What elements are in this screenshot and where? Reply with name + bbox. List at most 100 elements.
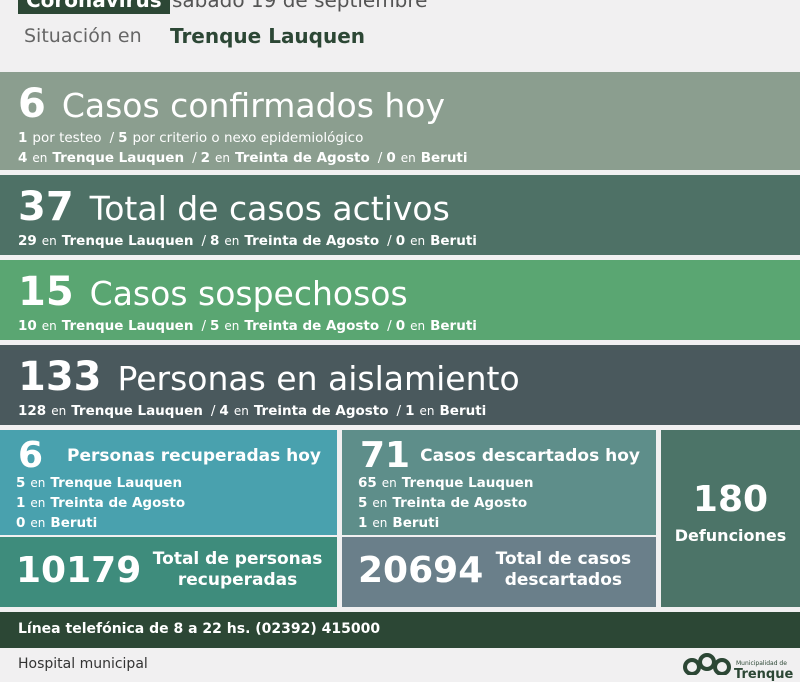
- detail-line: 128 en Trenque Lauquen/4 en Treinta de Agost…: [18, 401, 486, 421]
- phone-text: Línea telefónica de 8 a 22 hs. (02392) 4…: [18, 621, 381, 637]
- connector: en: [372, 496, 388, 510]
- connector: en: [30, 516, 46, 530]
- count: 0: [395, 318, 406, 334]
- place: Trenque Lauquen: [401, 475, 534, 491]
- connector: en: [41, 234, 57, 248]
- count: 5: [358, 495, 368, 511]
- phone-bar: Línea telefónica de 8 a 22 hs. (02392) 4…: [0, 612, 800, 648]
- connector: en: [224, 234, 240, 248]
- count: 8: [210, 233, 220, 249]
- place: Beruti: [439, 403, 487, 419]
- count: 10: [18, 318, 37, 334]
- total-card: 10179 Total de personas recuperadas: [0, 537, 337, 607]
- count: 4: [18, 150, 28, 166]
- stat-title: Total de casos activos: [89, 189, 450, 228]
- detail-line: 10 en Trenque Lauquen/5 en Treinta de Agosto…: [18, 316, 477, 336]
- count: 2: [200, 150, 211, 166]
- connector: en: [51, 404, 67, 418]
- today-title: Personas recuperadas hoy: [67, 446, 321, 466]
- place: Treinta de Agosto: [392, 495, 528, 511]
- separator: /: [387, 233, 392, 249]
- today-card: 6 Personas recuperadas hoy 5 en Trenque Lauq…: [0, 430, 337, 535]
- place: Treinta de Agosto: [235, 150, 370, 166]
- separator: /: [396, 403, 402, 419]
- place: Trenque Lauquen: [61, 318, 194, 334]
- place: Trenque Lauquen: [52, 150, 185, 166]
- place: Trenque Lauquen: [61, 233, 194, 249]
- deaths-label: Defunciones: [674, 526, 787, 545]
- count: 5: [16, 475, 26, 491]
- separator: /: [201, 233, 207, 249]
- count: 5: [118, 130, 128, 146]
- connector: en: [372, 516, 388, 530]
- separator: /: [210, 403, 216, 419]
- connector: en: [419, 404, 435, 418]
- logo-ring: [683, 658, 701, 675]
- situation-place: Trenque Lauquen: [170, 24, 366, 48]
- detail-line: 65 en Trenque Lauquen: [358, 473, 533, 493]
- today-number: 6: [18, 435, 44, 476]
- situation-label: Situación en: [24, 25, 142, 47]
- total-card: 20694 Total de casos descartados: [342, 537, 656, 607]
- place: Beruti: [430, 318, 477, 334]
- place: Treinta de Agosto: [50, 495, 186, 511]
- stat-heading: 6 Casos confirmados hoy: [18, 84, 445, 124]
- connector: en: [410, 234, 426, 248]
- place: Treinta de Agosto: [244, 318, 380, 334]
- count: 0: [386, 150, 396, 166]
- connector: en: [410, 319, 426, 333]
- detail-line: 1 en Treinta de Agosto: [16, 493, 185, 513]
- count: 1: [18, 130, 28, 146]
- stat-number: 133: [18, 354, 102, 400]
- count: 128: [18, 403, 47, 419]
- place: Beruti: [420, 150, 468, 166]
- detail-line: 1 en Beruti: [358, 513, 439, 533]
- place: Beruti: [392, 515, 440, 531]
- stat-row: 6 Casos confirmados hoy 1 por testeo/5 por c…: [0, 72, 800, 170]
- stat-number: 6: [18, 81, 46, 127]
- stat-title: Casos sospechosos: [89, 274, 408, 313]
- stat-title: Casos confirmados hoy: [61, 86, 446, 125]
- total-number: 20694: [358, 550, 484, 591]
- today-card: 71 Casos descartados hoy 65 en Trenque Lauqu…: [342, 430, 656, 535]
- connector: en: [224, 319, 240, 333]
- header-date: sábado 19 de septiembre: [172, 0, 428, 12]
- stat-heading: 133 Personas en aislamiento: [18, 357, 520, 397]
- detail-line: 5 en Treinta de Agosto: [358, 493, 527, 513]
- connector: en: [233, 404, 249, 418]
- detail-line: 4 en Trenque Lauquen/2 en Treinta de Agosto /…: [18, 148, 468, 168]
- separator: /: [192, 150, 197, 166]
- count: 29: [18, 233, 37, 249]
- header-tag: Coronavirus: [18, 0, 170, 14]
- hospital-label: Hospital municipal: [18, 656, 148, 672]
- count: 1: [16, 495, 26, 511]
- place: Trenque Lauquen: [71, 403, 203, 419]
- place: Beruti: [50, 515, 98, 531]
- deaths-card: 180 Defunciones: [661, 430, 800, 607]
- stat-title: Personas en aislamiento: [117, 359, 520, 398]
- count: 4: [219, 403, 229, 419]
- stat-row: 133 Personas en aislamiento 128 en Trenque L…: [0, 345, 800, 425]
- stat-heading: 37 Total de casos activos: [18, 187, 450, 227]
- stat-heading: 15 Casos sospechosos: [18, 272, 408, 312]
- stat-row: 37 Total de casos activos 29 en Trenque Lauq…: [0, 175, 800, 255]
- detail-line: 0 en Beruti: [16, 513, 97, 533]
- place: Trenque Lauquen: [50, 475, 183, 491]
- connector: en: [381, 476, 397, 490]
- stat-row: 15 Casos sospechosos 10 en Trenque Lauquen/5…: [0, 260, 800, 340]
- logo-ring: [698, 653, 716, 671]
- connector: en: [215, 151, 231, 165]
- separator: /: [201, 318, 207, 334]
- deaths-number: 180: [692, 479, 769, 520]
- separator: /: [377, 150, 383, 166]
- count: 65: [358, 475, 377, 491]
- count: 1: [358, 515, 368, 531]
- separator: /: [387, 318, 392, 334]
- detail-line: 5 en Trenque Lauquen: [16, 473, 182, 493]
- detail-line: 29 en Trenque Lauquen/8 en Treinta de Agosto…: [18, 231, 477, 251]
- place: Beruti: [430, 233, 477, 249]
- logo-icon: [683, 653, 731, 675]
- count: 0: [395, 233, 406, 249]
- stat-number: 37: [18, 184, 74, 230]
- connector: por testeo: [32, 130, 102, 146]
